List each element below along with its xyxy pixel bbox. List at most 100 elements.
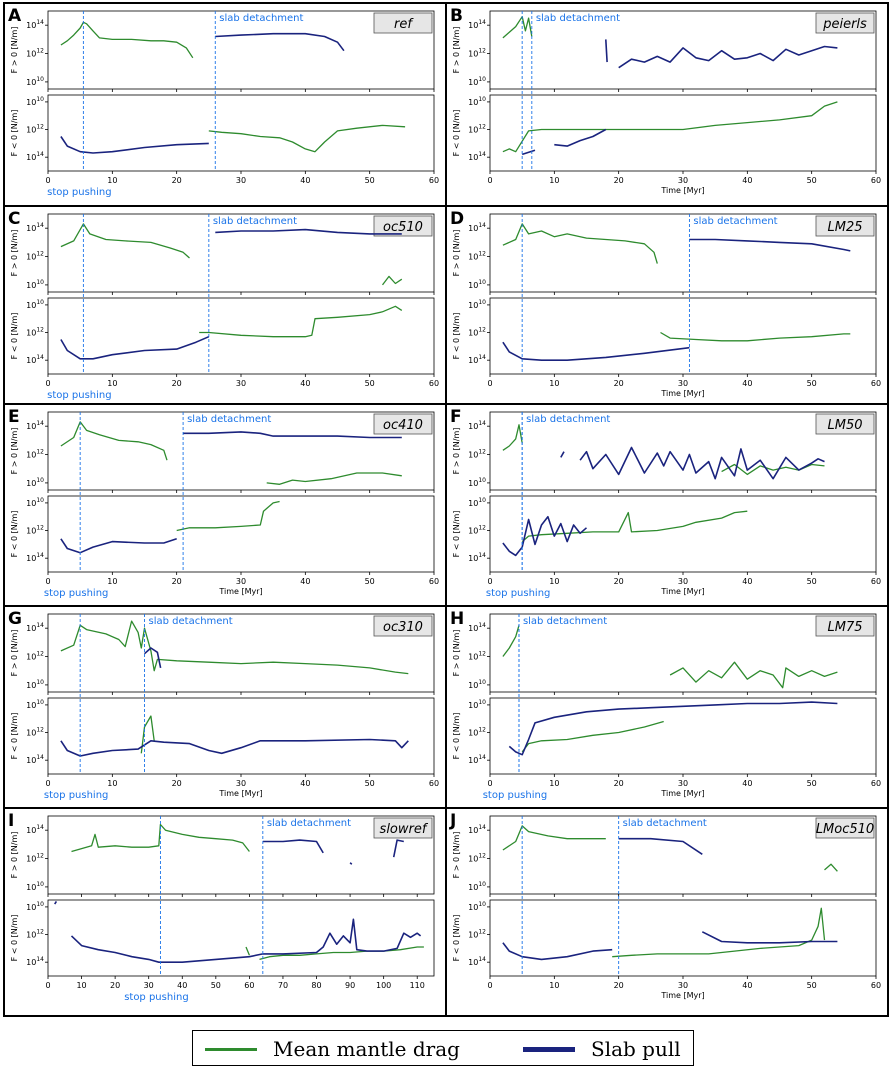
series-pull-pos xyxy=(618,837,703,855)
case-name: ref xyxy=(394,17,414,32)
y-tick-label: 1010 xyxy=(468,901,486,912)
x-axis-label: Time [Myr] xyxy=(660,587,704,596)
series-drag-neg xyxy=(521,720,664,753)
bottom-axes-frame xyxy=(47,899,435,977)
y-tick-label: 1012 xyxy=(468,727,486,738)
y-axis-label-top: F > 0 [N/m] xyxy=(452,27,461,74)
y-tick-label: 1010 xyxy=(468,699,486,710)
y-axis-label-top: F > 0 [N/m] xyxy=(452,230,461,277)
series-drag-neg xyxy=(521,510,748,543)
panel-H: H 1014 1012 1010 1010 1012 1014 F > 0 [N/m] F < … xyxy=(450,609,881,801)
x-tick-label: 40 xyxy=(742,779,752,788)
x-tick-label: 0 xyxy=(487,981,492,990)
y-tick-label: 1010 xyxy=(26,279,44,290)
y-axis-label-top: F > 0 [N/m] xyxy=(10,230,19,277)
case-name-box xyxy=(815,615,875,637)
x-tick-label: 60 xyxy=(871,176,881,185)
series-pull-neg xyxy=(508,701,838,756)
series-drag-pos xyxy=(502,625,838,689)
legend: Mean mantle drag Slab pull xyxy=(192,1030,694,1066)
y-tick-label: 1010 xyxy=(26,679,44,690)
x-tick-label: 10 xyxy=(549,577,559,586)
x-tick-label: 10 xyxy=(76,981,86,990)
y-axis-label-bottom: F < 0 [N/m] xyxy=(10,313,19,360)
series-pull-neg xyxy=(60,538,177,554)
series-drag-neg xyxy=(176,500,280,532)
case-name-box xyxy=(373,413,433,435)
x-tick-label: 60 xyxy=(429,577,439,586)
series-drag-pos xyxy=(60,223,403,286)
x-axis-label: Time [Myr] xyxy=(660,991,704,1000)
y-tick-label: 1010 xyxy=(26,901,44,912)
y-tick-label: 1014 xyxy=(468,622,486,633)
bottom-axes-frame xyxy=(47,697,435,775)
y-tick-label: 1014 xyxy=(26,956,44,967)
bottom-axes-frame xyxy=(47,94,435,172)
event-label-detachment: slab detachment xyxy=(219,13,303,24)
series-drag-neg xyxy=(612,907,826,958)
y-tick-label: 1010 xyxy=(26,699,44,710)
panel-letter: F xyxy=(450,407,462,427)
event-label-stop-pushing: stop pushing xyxy=(486,588,550,599)
y-tick-label: 1014 xyxy=(26,552,44,563)
x-tick-label: 0 xyxy=(487,577,492,586)
panel-letter: G xyxy=(8,609,22,629)
x-tick-label: 30 xyxy=(144,981,154,990)
panel-letter: A xyxy=(8,6,22,26)
y-axis-label-bottom: F < 0 [N/m] xyxy=(10,915,19,962)
x-tick-label: 50 xyxy=(807,779,817,788)
y-axis-label-top: F > 0 [N/m] xyxy=(452,428,461,475)
panel-B: B 1014 1012 1010 1010 1012 1014 F > 0 [N/m] F < … xyxy=(450,6,881,195)
x-tick-label: 0 xyxy=(487,379,492,388)
y-axis-label-top: F > 0 [N/m] xyxy=(10,630,19,677)
panel-J: J 1014 1012 1010 1010 1012 1014 F > 0 [N/m] F < … xyxy=(449,811,881,1000)
x-tick-label: 110 xyxy=(410,981,425,990)
bottom-axes-frame xyxy=(489,899,877,977)
event-label-detachment: slab detachment xyxy=(149,616,233,627)
series-pull-pos xyxy=(143,647,162,669)
event-label-stop-pushing: stop pushing xyxy=(47,390,111,401)
bottom-axes-frame xyxy=(47,495,435,573)
y-axis-label-top: F > 0 [N/m] xyxy=(452,832,461,879)
y-tick-label: 1010 xyxy=(26,497,44,508)
x-axis-label: Time [Myr] xyxy=(660,789,704,798)
x-tick-label: 100 xyxy=(376,981,391,990)
x-tick-label: 20 xyxy=(172,379,182,388)
x-tick-label: 20 xyxy=(614,981,624,990)
x-tick-label: 30 xyxy=(678,981,688,990)
y-tick-label: 1010 xyxy=(26,76,44,87)
x-tick-label: 30 xyxy=(678,577,688,586)
series-drag-neg xyxy=(199,305,403,338)
panel-letter: J xyxy=(449,811,456,831)
legend-swatch-drag xyxy=(205,1047,257,1051)
y-tick-label: 1012 xyxy=(26,124,44,135)
y-tick-label: 1012 xyxy=(468,124,486,135)
x-tick-label: 10 xyxy=(549,779,559,788)
series-drag-pos xyxy=(502,424,825,476)
event-label-stop-pushing: stop pushing xyxy=(47,187,111,198)
y-tick-label: 1012 xyxy=(468,525,486,536)
case-name-box xyxy=(815,12,875,34)
y-axis-label-top: F > 0 [N/m] xyxy=(10,832,19,879)
x-tick-label: 60 xyxy=(871,577,881,586)
y-tick-label: 1012 xyxy=(468,327,486,338)
y-tick-label: 1014 xyxy=(26,222,44,233)
series-drag-neg xyxy=(140,715,155,754)
series-pull-neg xyxy=(502,931,838,961)
panel-letter: I xyxy=(8,811,14,831)
x-tick-label: 40 xyxy=(300,379,310,388)
series-pull-neg xyxy=(60,738,409,757)
x-tick-label: 40 xyxy=(742,176,752,185)
case-name: LMoc510 xyxy=(816,822,874,837)
x-tick-label: 40 xyxy=(742,379,752,388)
x-tick-label: 30 xyxy=(678,779,688,788)
case-name-box xyxy=(815,215,875,237)
x-tick-label: 10 xyxy=(549,981,559,990)
y-tick-label: 1010 xyxy=(468,477,486,488)
x-tick-label: 30 xyxy=(236,379,246,388)
series-pull-pos xyxy=(183,431,402,439)
y-tick-label: 1012 xyxy=(468,449,486,460)
x-tick-label: 20 xyxy=(172,779,182,788)
panel-letter: E xyxy=(8,407,20,427)
panel-C: C 1014 1012 1010 1010 1012 1014 F > 0 [N/m] F < … xyxy=(8,209,439,401)
